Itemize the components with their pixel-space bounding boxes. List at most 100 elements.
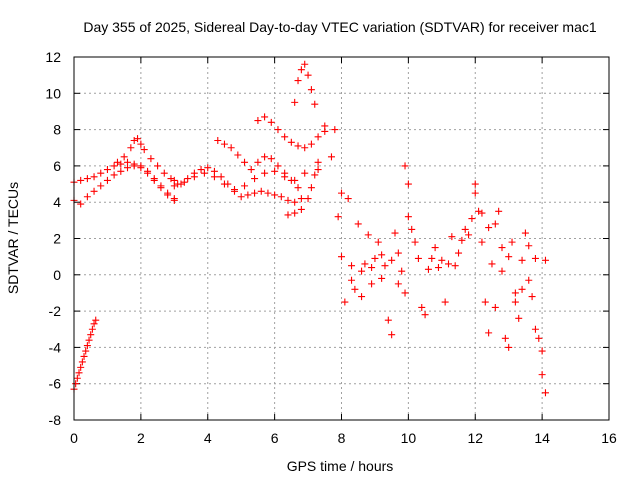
data-point bbox=[267, 155, 275, 163]
data-point bbox=[394, 249, 402, 257]
data-point bbox=[541, 389, 549, 397]
data-point bbox=[341, 298, 349, 306]
data-point bbox=[140, 146, 148, 154]
data-point bbox=[88, 325, 96, 333]
x-tick-label: 10 bbox=[401, 430, 417, 446]
x-tick-label: 8 bbox=[338, 430, 346, 446]
data-point bbox=[391, 229, 399, 237]
data-point bbox=[408, 225, 416, 233]
data-point bbox=[384, 316, 392, 324]
data-point bbox=[254, 117, 262, 125]
data-point bbox=[287, 138, 295, 146]
data-point bbox=[241, 158, 249, 166]
data-point bbox=[103, 166, 111, 174]
data-point bbox=[388, 331, 396, 339]
data-point bbox=[304, 195, 312, 203]
y-tick-label: -6 bbox=[49, 376, 62, 392]
data-point bbox=[374, 238, 382, 246]
data-point bbox=[72, 380, 80, 388]
data-point bbox=[110, 162, 118, 170]
y-tick-label: 0 bbox=[53, 267, 61, 283]
data-point bbox=[113, 158, 121, 166]
data-point bbox=[511, 289, 519, 297]
data-point bbox=[294, 142, 302, 150]
data-point bbox=[508, 238, 516, 246]
data-point bbox=[241, 182, 249, 190]
y-tick-label: -2 bbox=[49, 303, 62, 319]
data-point bbox=[251, 189, 259, 197]
data-point bbox=[297, 66, 305, 74]
data-point bbox=[344, 195, 352, 203]
data-point bbox=[501, 334, 509, 342]
data-point bbox=[468, 215, 476, 223]
data-point bbox=[361, 260, 369, 268]
data-point bbox=[154, 162, 162, 170]
data-point bbox=[264, 189, 272, 197]
series-high-band bbox=[254, 113, 329, 152]
data-point bbox=[485, 329, 493, 337]
data-point bbox=[307, 184, 315, 192]
data-point bbox=[498, 244, 506, 252]
data-point bbox=[394, 280, 402, 288]
data-point bbox=[297, 205, 305, 213]
data-point bbox=[538, 347, 546, 355]
data-point bbox=[418, 303, 426, 311]
x-tick-label: 14 bbox=[534, 430, 550, 446]
data-point bbox=[220, 140, 228, 148]
data-point bbox=[77, 363, 85, 371]
data-point bbox=[424, 265, 432, 273]
data-point bbox=[231, 185, 238, 193]
data-point bbox=[314, 133, 322, 141]
data-point bbox=[321, 127, 329, 135]
data-point bbox=[441, 298, 449, 306]
data-point bbox=[314, 158, 322, 166]
y-tick-label: 2 bbox=[53, 231, 61, 247]
data-point bbox=[103, 176, 111, 184]
data-point bbox=[348, 262, 356, 270]
data-point bbox=[284, 196, 292, 204]
y-tick-label: 4 bbox=[53, 194, 61, 210]
data-point bbox=[518, 256, 526, 264]
series-upper-band-a bbox=[70, 158, 178, 203]
data-point bbox=[485, 224, 493, 232]
data-point bbox=[304, 71, 312, 79]
data-point bbox=[274, 126, 282, 134]
data-point bbox=[535, 334, 543, 342]
data-point bbox=[134, 135, 142, 143]
data-point bbox=[515, 314, 523, 322]
data-point bbox=[281, 133, 289, 141]
data-point bbox=[311, 171, 319, 179]
data-point bbox=[491, 303, 499, 311]
data-point bbox=[307, 140, 315, 148]
x-tick-label: 0 bbox=[70, 430, 78, 446]
data-point bbox=[421, 311, 429, 319]
data-point bbox=[448, 233, 456, 241]
data-point bbox=[197, 166, 205, 174]
data-point bbox=[83, 175, 91, 183]
data-point bbox=[378, 274, 386, 282]
data-point bbox=[338, 253, 345, 261]
data-point bbox=[204, 164, 212, 172]
series-scatter-8-10-b bbox=[331, 126, 412, 339]
data-point bbox=[354, 220, 362, 228]
data-point bbox=[505, 253, 513, 261]
data-point bbox=[471, 180, 479, 188]
plot-frame bbox=[73, 56, 610, 421]
series-upper-band-b bbox=[70, 162, 178, 208]
series-mid-band-b bbox=[170, 167, 309, 193]
data-point bbox=[434, 264, 442, 272]
data-point bbox=[461, 225, 469, 233]
data-point bbox=[511, 298, 519, 306]
x-tick-label: 6 bbox=[271, 430, 279, 446]
data-point bbox=[281, 169, 289, 177]
y-axis-label: SDTVAR / TECUs bbox=[5, 182, 21, 294]
data-point bbox=[287, 176, 295, 184]
data-point bbox=[378, 251, 386, 259]
data-point bbox=[291, 198, 299, 206]
y-tick-label: 10 bbox=[45, 85, 61, 101]
data-point bbox=[274, 162, 282, 170]
data-point bbox=[130, 162, 138, 170]
y-tick-label: 8 bbox=[53, 122, 61, 138]
